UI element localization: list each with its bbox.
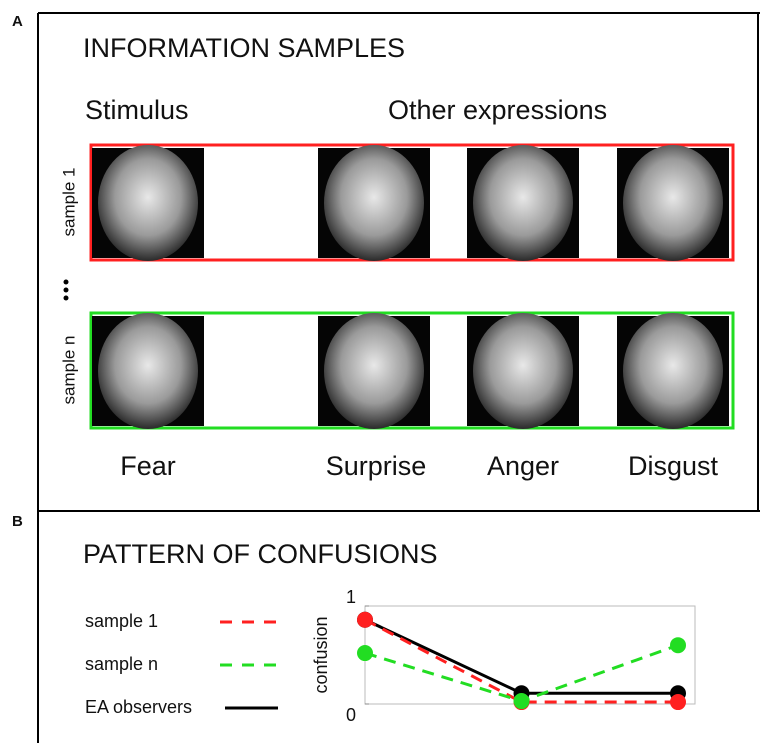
panel-label: A	[12, 13, 23, 30]
y-axis-label: confusion	[311, 616, 331, 693]
legend-label: sample 1	[85, 611, 158, 631]
panel-title: INFORMATION SAMPLES	[83, 33, 405, 63]
column-header: Stimulus	[85, 95, 189, 125]
face	[324, 145, 424, 261]
legend-label: EA observers	[85, 697, 192, 717]
plot-frame	[365, 606, 695, 704]
face	[324, 313, 424, 429]
face-label: Disgust	[628, 451, 719, 481]
y-tick-label: 0	[346, 705, 356, 725]
face	[623, 145, 723, 261]
panel-label: B	[12, 513, 23, 530]
series-line	[365, 620, 678, 694]
faces	[92, 145, 729, 429]
legend-label: sample n	[85, 654, 158, 674]
data-point	[670, 694, 686, 710]
row-label: sample 1	[59, 168, 78, 237]
data-point	[357, 645, 373, 661]
row-label: sample n	[59, 336, 78, 405]
data-point	[514, 693, 530, 709]
chart-title: PATTERN OF CONFUSIONS	[83, 539, 438, 569]
face-label: Surprise	[326, 451, 427, 481]
face	[98, 313, 198, 429]
ellipsis	[64, 280, 69, 301]
data-point	[357, 612, 373, 628]
face	[98, 145, 198, 261]
column-header: Other expressions	[388, 95, 607, 125]
face	[623, 313, 723, 429]
face-label: Fear	[120, 451, 176, 481]
face	[473, 313, 573, 429]
face	[473, 145, 573, 261]
y-tick-label: 1	[346, 587, 356, 607]
figure: A INFORMATION SAMPLES Stimulus Other exp…	[0, 0, 760, 743]
face-label: Anger	[487, 451, 559, 481]
data-point	[670, 637, 686, 653]
